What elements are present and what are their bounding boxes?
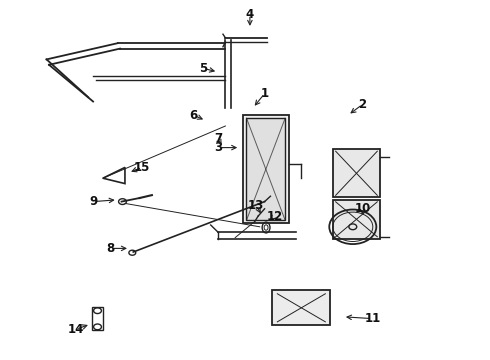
Text: 8: 8 [106, 242, 114, 255]
FancyBboxPatch shape [272, 290, 330, 325]
Text: 7: 7 [214, 132, 222, 145]
Bar [333, 149, 380, 197]
Bar [246, 118, 285, 220]
Text: 13: 13 [248, 199, 265, 212]
Text: 9: 9 [89, 195, 97, 208]
Text: 6: 6 [190, 109, 197, 122]
Text: 4: 4 [246, 8, 254, 21]
Text: 11: 11 [364, 312, 381, 325]
Text: 15: 15 [134, 161, 150, 174]
Bar [333, 200, 380, 239]
Text: 12: 12 [266, 210, 283, 222]
Text: 2: 2 [359, 98, 367, 111]
Bar [243, 115, 289, 223]
Text: 1: 1 [261, 87, 269, 100]
Text: 10: 10 [354, 202, 371, 215]
Text: 3: 3 [214, 141, 222, 154]
Text: 5: 5 [199, 62, 207, 75]
Text: 14: 14 [68, 323, 84, 336]
Bar [92, 307, 103, 330]
